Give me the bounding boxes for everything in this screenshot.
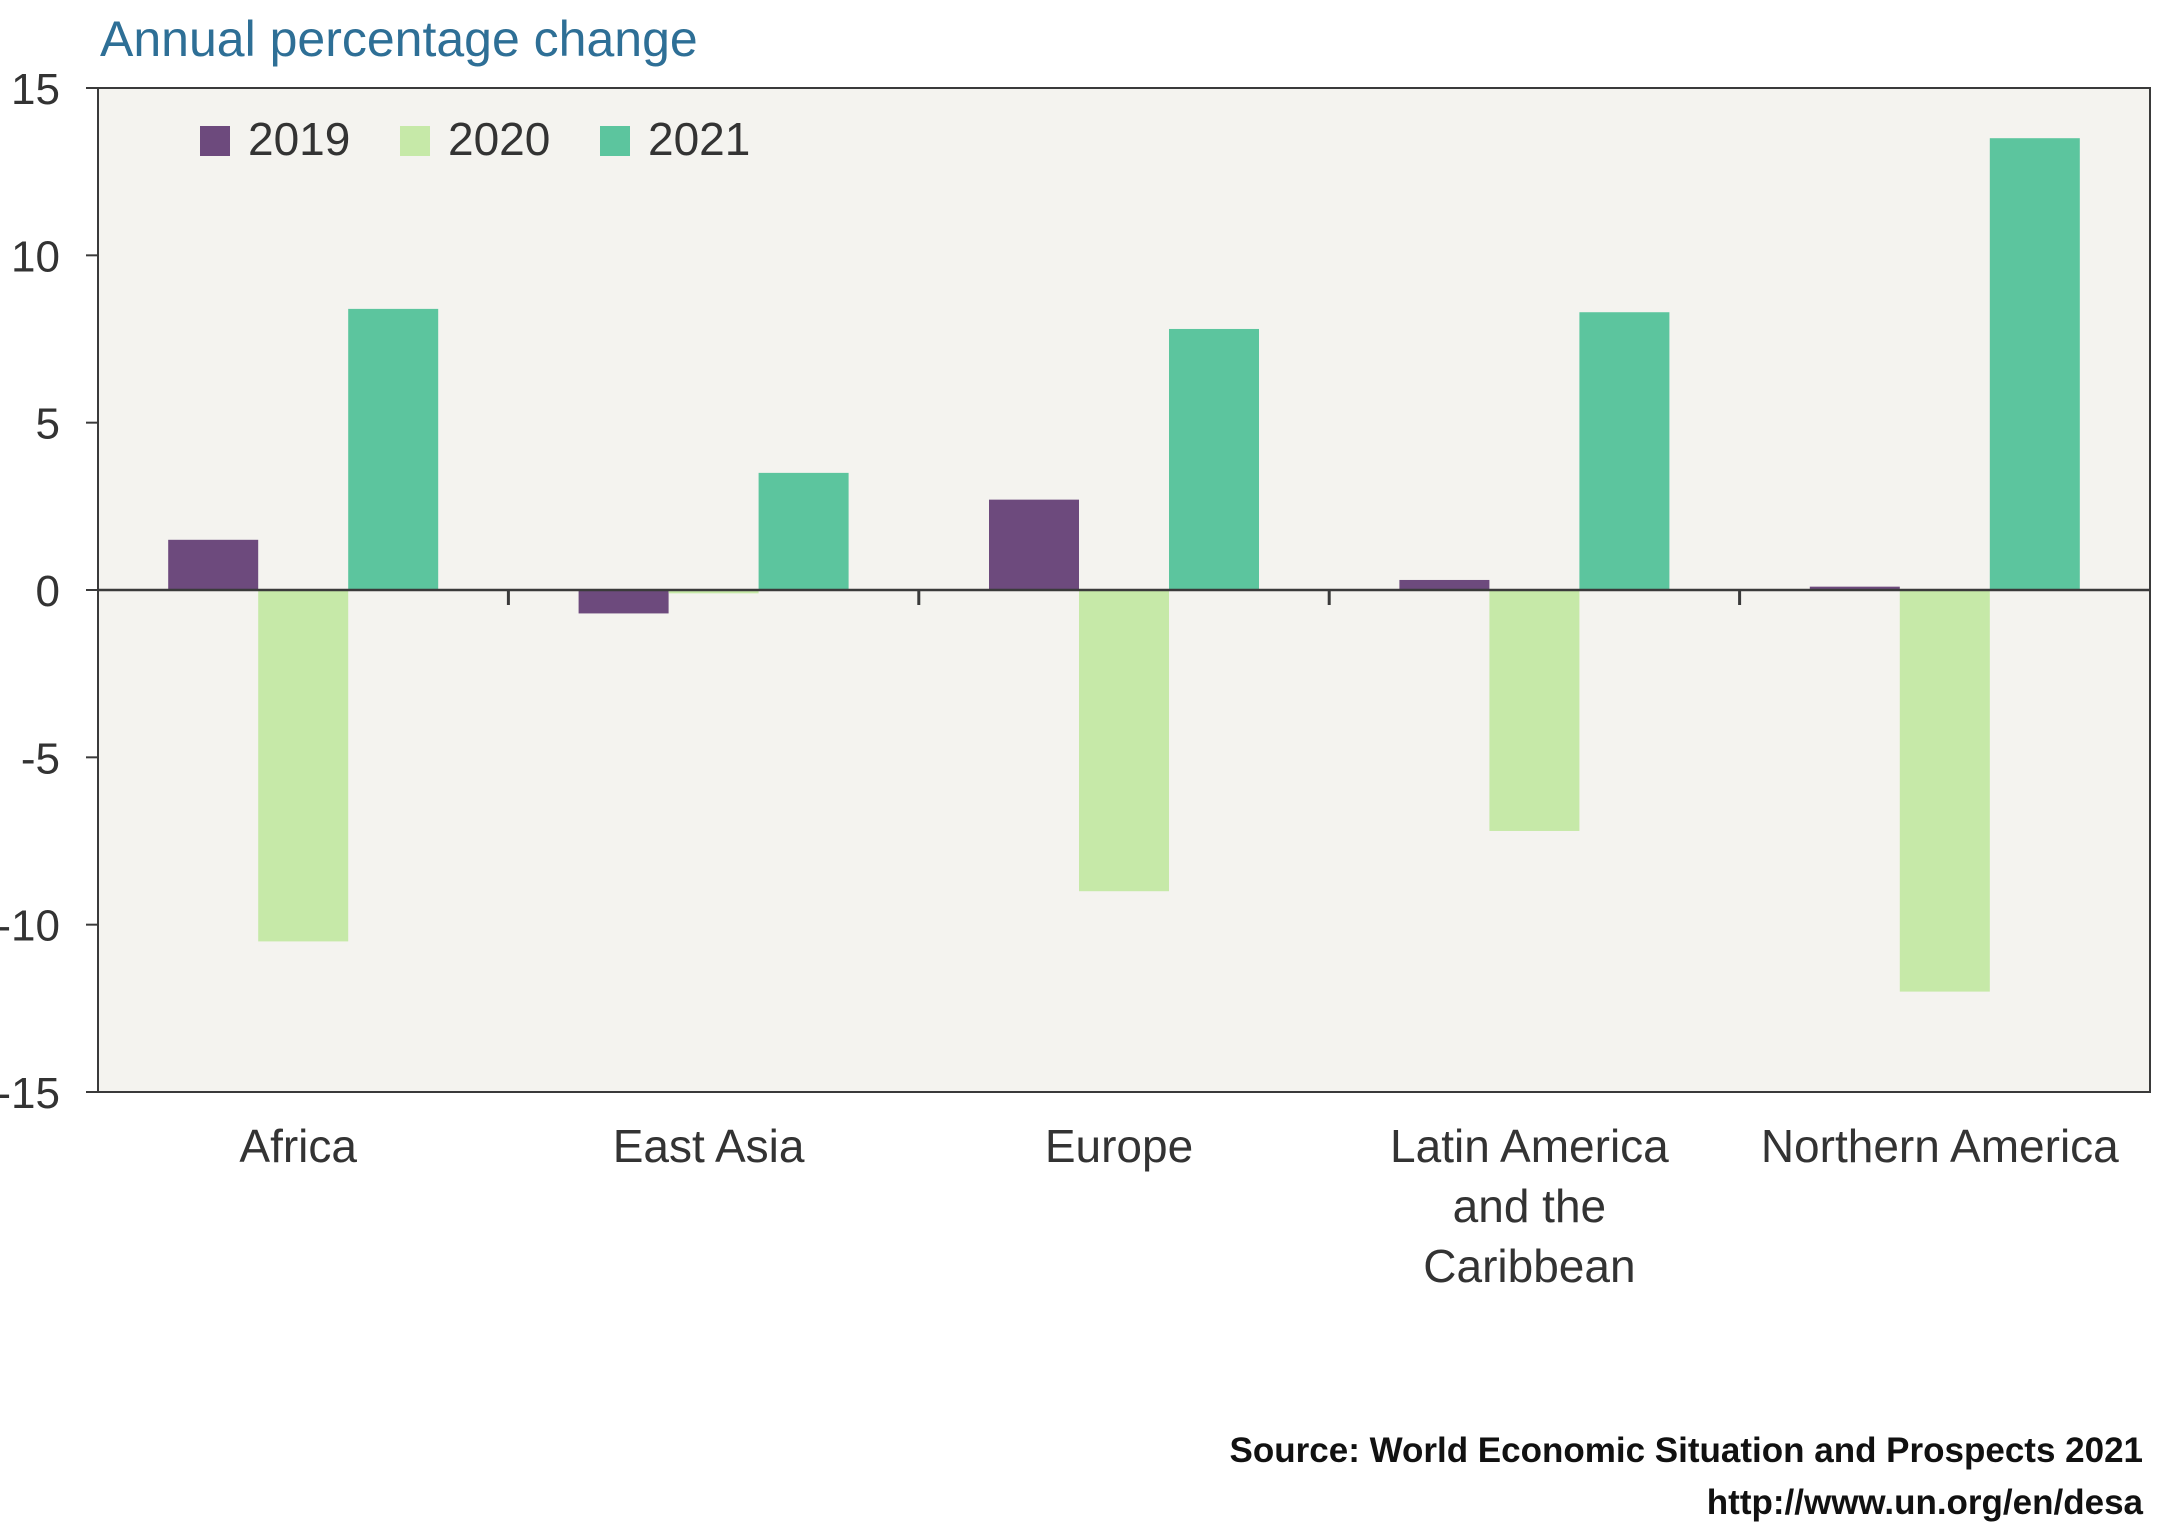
bar-2019 [1809, 586, 1900, 590]
bar-2020 [668, 590, 759, 594]
y-tick-label: 5 [36, 400, 60, 449]
source-url: http://www.un.org/en/desa [1706, 1483, 2143, 1522]
x-tick-label: East Asia [613, 1120, 805, 1172]
bar-2021 [1579, 312, 1670, 590]
bar-2021 [1989, 138, 2080, 590]
y-tick-label: 10 [11, 232, 60, 281]
bar-2021 [348, 308, 439, 590]
source-line: Source: World Economic Situation and Pro… [1229, 1431, 2143, 1470]
y-tick-label: -10 [0, 902, 60, 951]
y-tick-label: 15 [11, 65, 60, 114]
legend-label-2020: 2020 [448, 113, 550, 165]
x-tick-label: Latin America [1390, 1120, 1669, 1172]
bar-2020 [1079, 590, 1169, 892]
bar-2019 [1399, 579, 1490, 590]
legend-swatch-2021 [600, 126, 630, 156]
legend-swatch-2019 [200, 126, 230, 156]
y-axis-title: Annual percentage change [100, 11, 698, 67]
bar-2019 [578, 590, 669, 614]
x-tick-label: Caribbean [1423, 1240, 1635, 1292]
bar-2019 [168, 539, 259, 590]
x-tick-label: Africa [239, 1120, 357, 1172]
bar-2019 [989, 499, 1079, 590]
y-tick-label: -15 [0, 1069, 60, 1118]
y-tick-label: 0 [36, 567, 60, 616]
bar-2020 [258, 590, 349, 942]
bar-chart: 15 10 5 0 -5 -10 -15 Africa East Asia Europe Latin… [0, 65, 2151, 1292]
bar-2020 [1899, 590, 1990, 992]
legend-swatch-2020 [400, 126, 430, 156]
legend-label-2019: 2019 [248, 113, 350, 165]
bar-2021 [758, 472, 849, 590]
bar-2020 [1489, 590, 1580, 831]
legend-label-2021: 2021 [648, 113, 750, 165]
x-tick-label: and the [1453, 1180, 1606, 1232]
x-tick-label: Northern America [1761, 1120, 2119, 1172]
source-note: Source: World Economic Situation and Pro… [1230, 1425, 2143, 1529]
y-tick-label: -5 [21, 734, 60, 783]
x-tick-label: Europe [1045, 1120, 1193, 1172]
bar-2021 [1169, 328, 1259, 590]
